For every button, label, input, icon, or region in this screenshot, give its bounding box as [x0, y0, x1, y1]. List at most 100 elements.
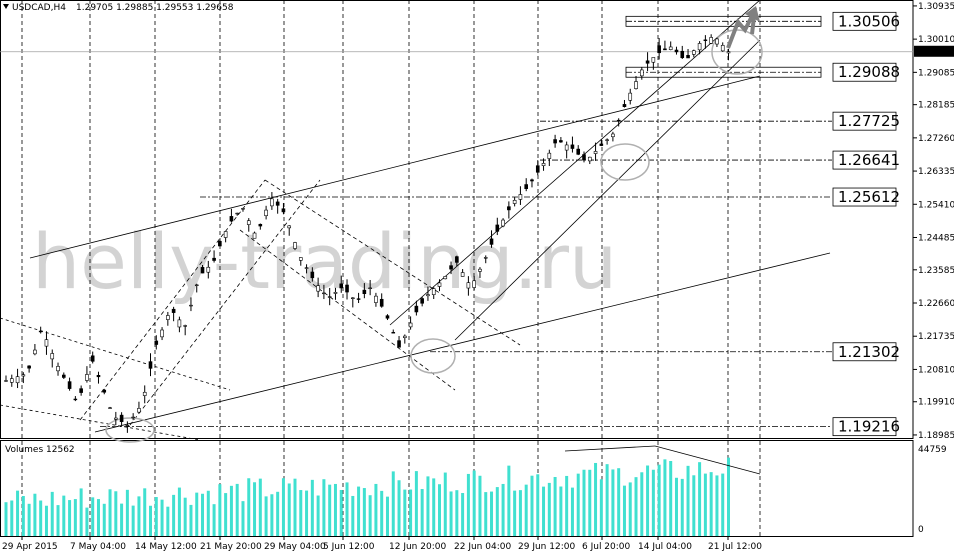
projection-arrow — [750, 7, 757, 35]
volume-bar — [385, 496, 389, 536]
volume-bar — [490, 491, 494, 536]
volume-bar — [617, 468, 621, 536]
candle-body — [628, 92, 633, 101]
candle-body — [362, 289, 367, 295]
candle-body — [720, 45, 725, 52]
candle-body — [559, 140, 563, 143]
volume-bar — [4, 502, 8, 536]
candle-body — [512, 200, 517, 204]
candle-body — [38, 330, 43, 333]
volume-bar — [443, 472, 447, 536]
volume-bar — [114, 491, 118, 536]
candle-body — [298, 257, 303, 261]
candle-body — [96, 375, 101, 378]
x-tick-label: 29 Jun 12:00 — [518, 542, 575, 552]
volume-trend-line — [564, 445, 656, 452]
candle-body — [15, 376, 20, 384]
y-tick-label: 1.30935 — [918, 2, 954, 12]
candle-body — [686, 55, 690, 59]
candle-body — [223, 231, 228, 238]
candle-body — [368, 287, 372, 290]
volume-bar — [73, 499, 77, 536]
candle-body — [339, 283, 344, 289]
volume-bar — [611, 469, 615, 536]
candle-body — [61, 374, 66, 378]
volume-bar — [547, 482, 551, 536]
volume-bar — [160, 499, 164, 536]
level-label: 1.25612 — [838, 188, 900, 206]
candle-body — [206, 266, 211, 273]
volume-bar — [102, 503, 106, 536]
volume-bar — [466, 473, 470, 536]
candle-body — [183, 325, 187, 327]
volume-bar — [270, 494, 274, 536]
y-tick-label: 1.30010 — [918, 35, 954, 45]
watermark-text: helly-trading.ru — [32, 217, 617, 306]
candle-body — [570, 144, 575, 149]
volume-bar — [501, 483, 505, 536]
level-label-box — [832, 111, 897, 131]
candle-body — [674, 49, 679, 53]
candle-body — [246, 220, 251, 225]
y-tick-label: 1.25410 — [918, 200, 954, 210]
candle-body — [50, 353, 55, 360]
level-label-box — [832, 62, 897, 82]
volume-bar — [33, 493, 37, 536]
volume-bar — [264, 496, 268, 536]
candle-body — [350, 297, 355, 299]
dropdown-icon — [3, 4, 9, 9]
level-label: 1.30506 — [838, 12, 900, 30]
y-tick-label: 1.24485 — [918, 233, 954, 243]
volume-bar — [640, 472, 644, 536]
volume-bar — [241, 501, 245, 536]
x-tick-label: 21 May 20:00 — [200, 542, 262, 552]
volume-bar — [339, 489, 343, 536]
candle-body — [166, 315, 170, 320]
candle-body — [27, 365, 31, 369]
candle-body — [385, 315, 390, 319]
highlight-circle — [105, 417, 155, 443]
volume-bar — [518, 490, 522, 536]
candle-body — [663, 48, 667, 51]
volume-bar — [201, 493, 205, 536]
candle-body — [611, 133, 615, 138]
volume-bar — [293, 478, 297, 536]
volume-bar — [553, 476, 557, 536]
highlight-circle — [600, 143, 650, 181]
volume-bar — [703, 473, 707, 536]
volume-bar — [281, 478, 285, 536]
x-tick-label: 14 Jul 04:00 — [638, 542, 692, 552]
candle-body — [535, 165, 540, 173]
volume-bar — [212, 504, 216, 536]
candle-body — [102, 389, 107, 393]
candle-body — [229, 216, 234, 222]
volume-bar — [594, 462, 598, 536]
candle-body — [270, 198, 274, 207]
candle-body — [148, 361, 153, 369]
candle-body — [241, 208, 245, 210]
volume-bar — [149, 505, 152, 536]
volume-bar — [91, 497, 95, 536]
candle-body — [599, 143, 604, 146]
candle-body — [356, 298, 361, 300]
level-label: 1.29088 — [838, 63, 900, 81]
volume-bar — [530, 475, 534, 536]
candle-body — [668, 46, 673, 50]
volume-bar — [495, 487, 499, 536]
volume-bar — [397, 480, 401, 536]
candle-body — [703, 39, 708, 41]
candle-body — [645, 60, 650, 64]
volume-bar — [351, 495, 355, 536]
candle-body — [264, 209, 268, 217]
volume-bar — [721, 473, 725, 536]
candle-body — [374, 295, 378, 303]
volume-bar — [62, 495, 66, 536]
volume-bar — [524, 484, 528, 536]
volume-bar — [570, 487, 574, 536]
x-tick-label: 5 Jun 12:00 — [323, 542, 375, 552]
candle-body — [489, 238, 494, 245]
volume-bar — [247, 478, 251, 536]
level-label-box — [832, 342, 897, 362]
candle-body — [218, 240, 222, 247]
candle-body — [426, 294, 430, 297]
